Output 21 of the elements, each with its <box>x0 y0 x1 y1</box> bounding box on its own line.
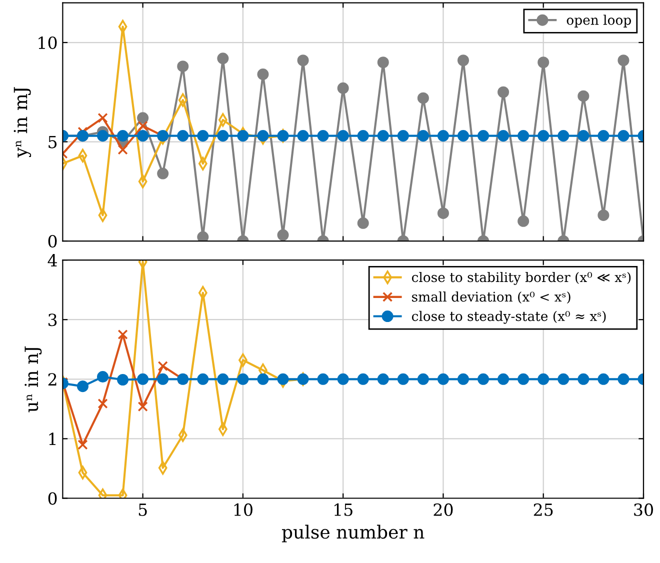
y-tick-label: 0 <box>48 234 57 248</box>
y-tick-label: 0 <box>48 492 57 505</box>
legend-label: close to stability border (x⁰ ≪ xˢ) <box>412 272 631 285</box>
y-tick-label: 10 <box>38 36 57 50</box>
x-axis-title: pulse number n <box>282 524 424 542</box>
y-tick-label: 2 <box>48 373 56 386</box>
y-axis-title: yⁿ in mJ <box>14 87 32 158</box>
y-tick-label: 1 <box>49 432 56 446</box>
x-tick-label: 25 <box>534 503 553 516</box>
y-tick-label: 3 <box>48 314 57 326</box>
x-tick-label: 15 <box>334 503 352 516</box>
legend-label: close to steady-state (x⁰ ≈ xˢ) <box>412 310 606 324</box>
x-tick-label: 10 <box>234 503 252 516</box>
y-tick-label: 5 <box>48 136 57 148</box>
x-tick-label: 20 <box>434 503 453 516</box>
x-tick-label: 30 <box>634 503 653 516</box>
legend-label: open loop <box>566 14 631 28</box>
y-tick-label: 4 <box>48 254 57 266</box>
x-tick-label: 5 <box>138 504 147 516</box>
y-axis-title: uⁿ in nJ <box>24 346 42 412</box>
legend-label: small deviation (x⁰ < xˢ) <box>412 291 570 304</box>
